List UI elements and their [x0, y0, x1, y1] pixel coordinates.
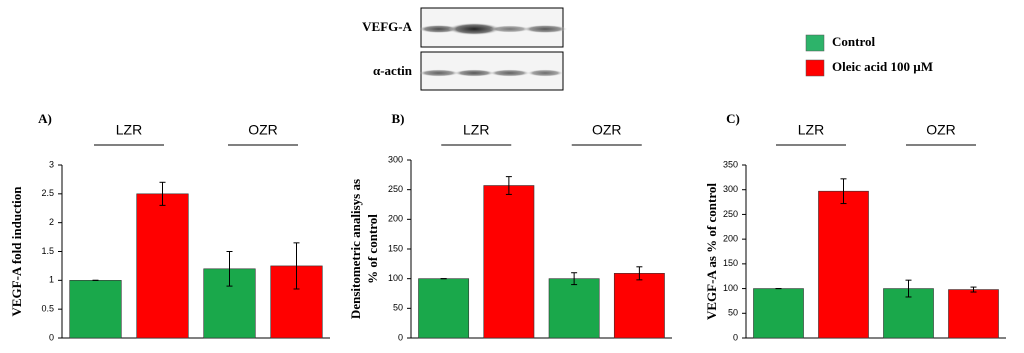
- error-bar: [970, 286, 977, 293]
- legend-label: Oleic acid 100 µM: [832, 59, 933, 74]
- y-tick-label: 2: [49, 217, 54, 227]
- bar: [483, 185, 535, 339]
- y-tick-label: 250: [723, 209, 738, 219]
- y-tick-label: 300: [723, 184, 738, 194]
- y-tick-label: 0: [733, 332, 738, 342]
- error-bar: [293, 242, 300, 290]
- panel-label: B): [392, 111, 405, 126]
- y-axis-label: % of control: [365, 214, 380, 284]
- legend-swatch: [805, 59, 825, 77]
- group-label: OZR: [248, 122, 278, 138]
- blot-band: [489, 25, 530, 33]
- error-bar: [159, 181, 166, 206]
- bar-chart: A) VEGF-A fold induction 0 0.5 1 1.5 2 2.5 3 LZR O…: [9, 111, 330, 342]
- y-tick-label: 2.5: [41, 188, 54, 198]
- y-tick-label: 3: [49, 159, 54, 169]
- group-label: OZR: [926, 122, 956, 138]
- bar: [418, 278, 470, 339]
- y-tick-label: 1.5: [41, 246, 54, 256]
- bar-chart: B) Densitometric analisys as% of control 0…: [348, 111, 672, 342]
- legend-label: Control: [832, 34, 875, 49]
- y-tick-label: 300: [388, 154, 403, 164]
- y-axis-label: Densitometric analisys as: [348, 179, 363, 319]
- blot-band: [489, 69, 530, 77]
- panel-label: A): [38, 111, 52, 126]
- y-tick-label: 250: [388, 184, 403, 194]
- blot-band: [527, 69, 564, 77]
- y-tick-label: 100: [723, 283, 738, 293]
- y-tick-label: 200: [723, 234, 738, 244]
- error-bar: [505, 176, 512, 195]
- y-tick-label: 150: [388, 243, 403, 253]
- blot-label: VEFG-A: [362, 19, 412, 34]
- bar: [948, 289, 999, 339]
- western-blot: VEFG-A α-actin: [362, 7, 564, 91]
- y-tick-label: 50: [728, 308, 738, 318]
- blot-band: [454, 69, 495, 77]
- y-tick-label: 0.5: [41, 304, 54, 314]
- y-tick-label: 350: [723, 159, 738, 169]
- error-bar: [571, 272, 578, 286]
- bar: [753, 288, 804, 339]
- blot-band: [523, 25, 568, 33]
- y-tick-label: 1: [49, 275, 54, 285]
- y-tick-label: 0: [49, 332, 54, 342]
- y-tick-label: 150: [723, 258, 738, 268]
- group-label: LZR: [116, 122, 142, 138]
- bar: [548, 278, 600, 339]
- legend: Control Oleic acid 100 µM: [805, 34, 933, 77]
- error-bar: [226, 251, 233, 287]
- error-bar: [636, 266, 643, 281]
- bar-chart: C) VEGF-A as % of control 0 50 100 150 200 250 3…: [704, 111, 1006, 342]
- bar: [818, 190, 869, 339]
- y-tick-label: 100: [388, 273, 403, 283]
- legend-swatch: [805, 34, 825, 52]
- blot-band: [418, 69, 459, 77]
- error-bar: [905, 279, 912, 298]
- bar: [613, 273, 665, 339]
- bar: [69, 280, 122, 339]
- y-tick-label: 200: [388, 214, 403, 224]
- y-tick-label: 0: [398, 332, 403, 342]
- blot-band: [448, 23, 501, 35]
- y-tick-label: 50: [393, 303, 403, 313]
- y-axis-label: VEGF-A fold induction: [9, 186, 24, 317]
- group-label: OZR: [592, 122, 622, 138]
- group-label: LZR: [798, 122, 824, 138]
- blot-band: [418, 25, 459, 33]
- error-bar: [840, 178, 847, 205]
- panel-label: C): [726, 111, 740, 126]
- group-label: LZR: [463, 122, 489, 138]
- blot-label: α-actin: [373, 63, 413, 78]
- y-axis-label: VEGF-A as % of control: [704, 183, 719, 320]
- bar: [136, 193, 189, 339]
